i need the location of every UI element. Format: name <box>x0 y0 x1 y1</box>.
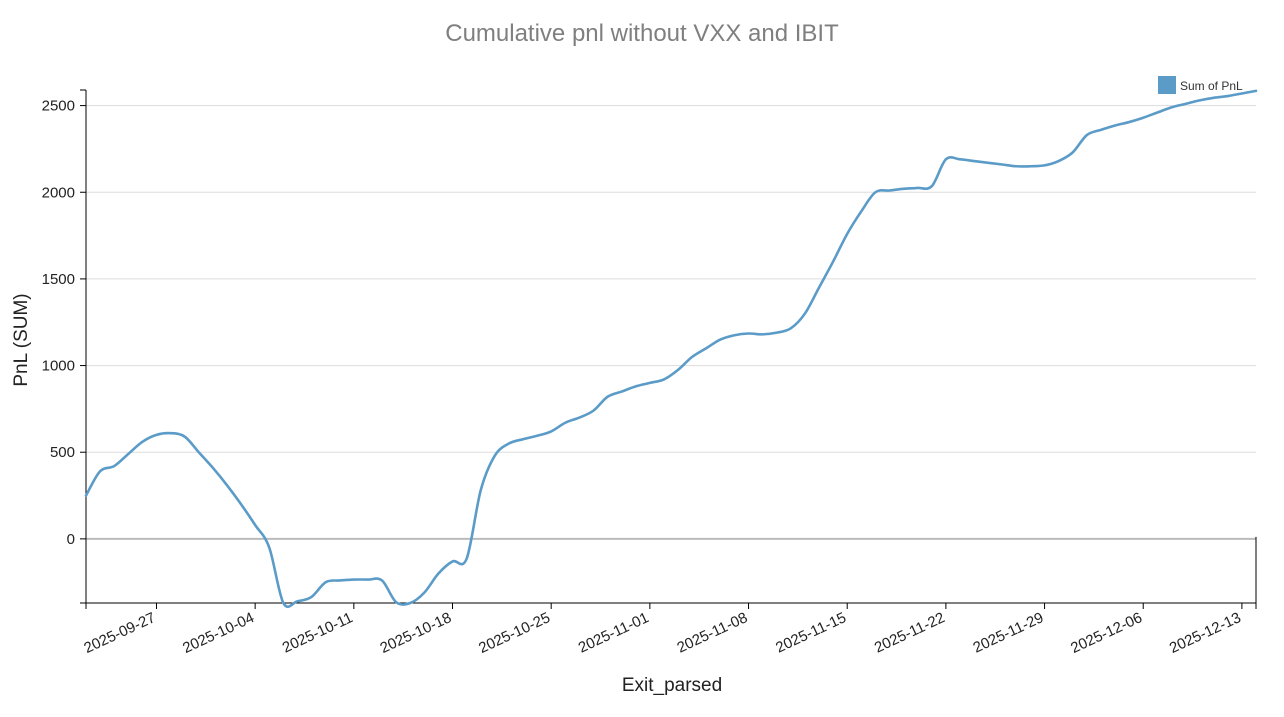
y-tick-label: 1500 <box>42 271 75 288</box>
y-axis-label: PnL (SUM) <box>11 293 32 386</box>
x-tick-label: 2025-11-08 <box>674 609 750 656</box>
axes <box>80 89 1257 609</box>
x-axis-ticks: 2025-09-27 2025-10-04 2025-10-11 2025-10-18… <box>81 603 1244 657</box>
y-tick-label: 1000 <box>42 358 75 375</box>
x-tick-label: 2025-12-13 <box>1167 609 1244 657</box>
series-line <box>84 89 1258 608</box>
y-tick-label: 2000 <box>42 184 75 201</box>
x-tick-label: 2025-10-25 <box>476 609 553 657</box>
x-tick-label: 2025-12-06 <box>1068 609 1145 657</box>
y-tick-label: 2500 <box>42 98 75 115</box>
chart-title: Cumulative pnl without VXX and IBIT <box>445 20 839 47</box>
x-axis-label: Exit_parsed <box>622 675 722 696</box>
x-tick-label: 2025-09-27 <box>81 609 158 657</box>
gridlines <box>86 105 1256 540</box>
y-axis-ticks: 0 500 1000 1500 2000 2500 <box>42 98 86 548</box>
x-tick-label: 2025-11-22 <box>872 609 948 656</box>
x-tick-label: 2025-10-18 <box>377 609 454 657</box>
legend-label: Sum of PnL <box>1180 79 1243 93</box>
x-tick-label: 2025-10-04 <box>180 609 257 657</box>
x-tick-label: 2025-11-29 <box>971 609 1047 656</box>
x-tick-label: 2025-11-15 <box>773 609 849 656</box>
legend: Sum of PnL <box>1158 76 1243 94</box>
y-tick-label: 500 <box>50 444 75 461</box>
legend-swatch <box>1158 76 1176 94</box>
y-tick-label: 0 <box>67 531 75 548</box>
x-tick-label: 2025-10-11 <box>280 609 356 656</box>
series-group <box>84 89 1258 608</box>
x-tick-label: 2025-11-01 <box>576 609 652 656</box>
